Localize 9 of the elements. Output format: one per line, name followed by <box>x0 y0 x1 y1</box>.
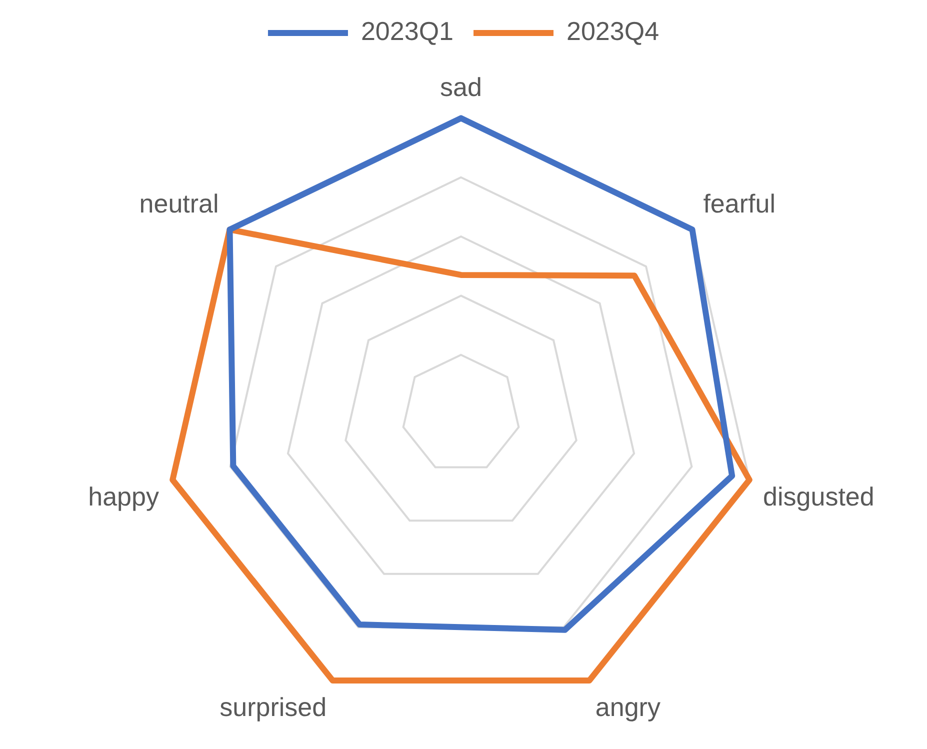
spoke-label: happy <box>88 482 159 512</box>
spoke-label: sad <box>440 72 482 102</box>
spoke-label: angry <box>595 692 660 722</box>
spoke-label: disgusted <box>763 482 874 512</box>
spoke-label: surprised <box>220 692 327 722</box>
legend-label: 2023Q4 <box>566 16 660 46</box>
spoke-label: fearful <box>703 188 776 218</box>
legend-label: 2023Q1 <box>360 16 454 46</box>
spoke-label: neutral <box>139 188 219 218</box>
